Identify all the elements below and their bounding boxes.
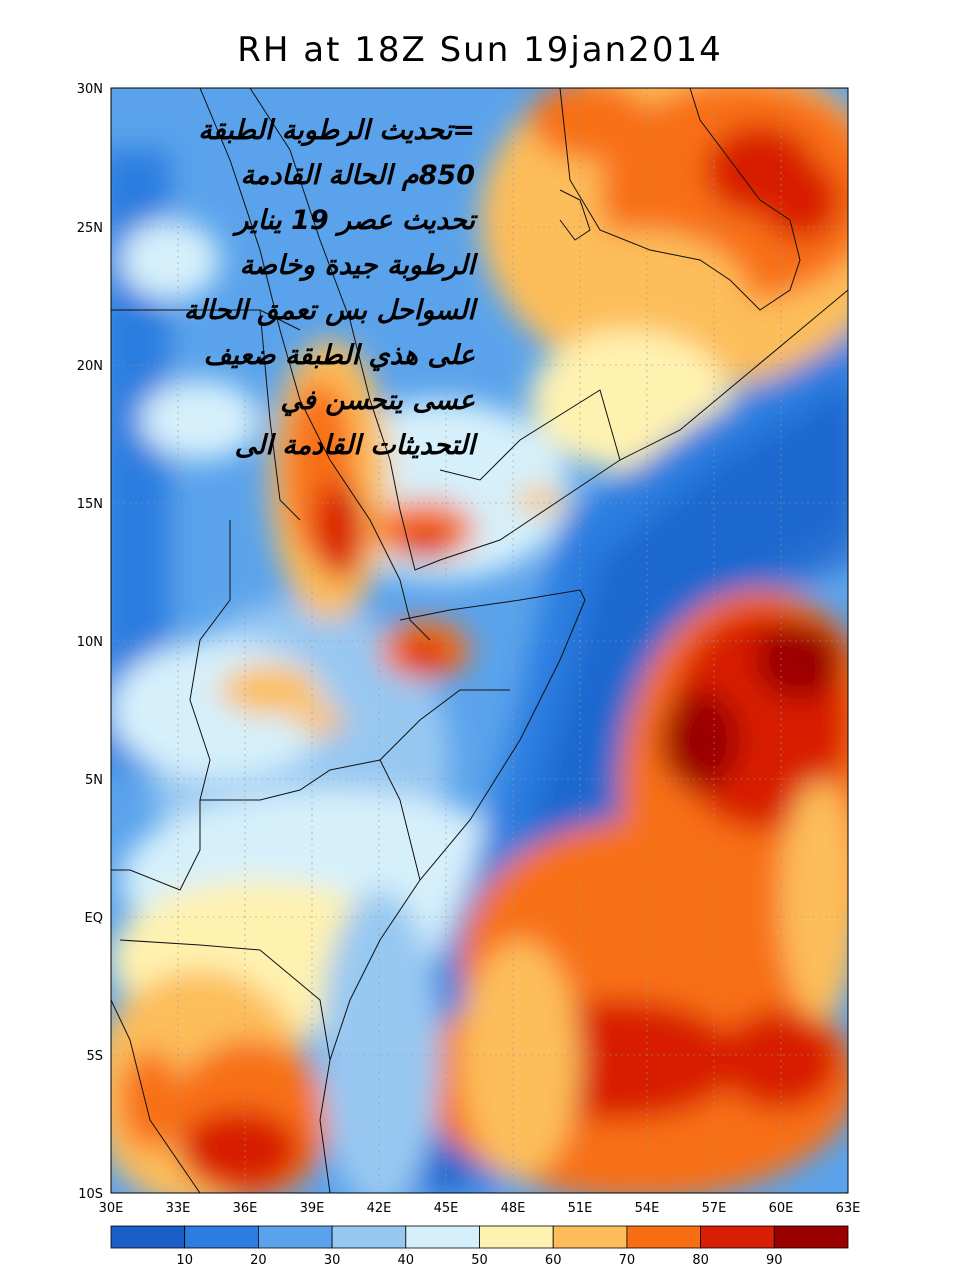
lat-label: 30N [77,82,103,97]
lon-label: 63E [836,1201,861,1216]
lat-label: 5N [85,773,103,788]
lat-label: 10N [77,635,103,650]
colorbar-tick-label: 70 [619,1253,636,1268]
lon-label: 60E [769,1201,794,1216]
lat-label: 15N [77,497,103,512]
annotation-line: 850م الحالة القادمة [240,160,475,191]
lon-label: 54E [635,1201,660,1216]
arabic-annotation: =تحديث الرطوبة الطبقة 850م الحالة القادم… [175,108,475,468]
lon-label: 45E [434,1201,459,1216]
colorbar-swatch [700,1225,775,1249]
lon-label: 42E [367,1201,392,1216]
colorbar-tick-label: 50 [471,1253,488,1268]
annotation-line: على هذي الطبقة ضعيف [203,340,475,371]
colorbar-swatch [257,1225,333,1249]
lon-label: 39E [300,1201,325,1216]
lon-label: 57E [702,1201,727,1216]
colorbar-tick-label: 20 [250,1253,267,1268]
colorbar-swatch [479,1225,554,1249]
lat-label: 25N [77,221,103,236]
annotation-line: تحديث عصر 19 يناير [235,205,475,236]
lat-label: 20N [77,359,103,374]
colorbar-tick-label: 10 [176,1253,193,1268]
colorbar-swatch [626,1225,702,1249]
lat-axis: 30N 25N 20N 15N 10N 5N EQ 5S 10S [77,82,103,1202]
lon-axis: 30E 33E 36E 39E 42E 45E 48E 51E 54E 57E … [99,1201,861,1216]
colorbar-swatch [405,1225,480,1249]
colorbar-swatch [773,1225,849,1249]
lon-label: 48E [501,1201,526,1216]
colorbar: 10 20 30 40 50 60 70 80 90 [110,1225,849,1268]
lat-label: EQ [85,911,103,926]
colorbar-tick-label: 80 [692,1253,709,1268]
colorbar-tick-label: 30 [324,1253,341,1268]
gridlines [111,88,848,1193]
colorbar-swatch [552,1225,628,1249]
map-frame [110,87,849,1194]
map-title: RH at 18Z Sun 19jan2014 [237,30,723,70]
lon-label: 36E [233,1201,258,1216]
annotation-line: عسى يتحسن في [280,385,475,416]
rh-field [111,88,848,1193]
annotation-line: =تحديث الرطوبة الطبقة [198,115,475,146]
colorbar-swatch [331,1225,407,1249]
annotation-line: الرطوبة جيدة وخاصة [239,250,475,281]
lat-label: 5S [86,1049,103,1064]
colorbar-tick-label: 40 [398,1253,415,1268]
coastlines [111,88,848,1193]
lon-label: 51E [568,1201,593,1216]
annotation-line: التحديثات القادمة الى [234,430,475,461]
annotation-line: السواحل بس تعمق الحالة [183,295,475,326]
colorbar-tick-label: 90 [766,1253,783,1268]
colorbar-swatch [110,1225,186,1249]
lon-label: 30E [99,1201,124,1216]
lon-label: 33E [166,1201,191,1216]
lat-label: 10S [78,1187,103,1202]
colorbar-tick-label: 60 [545,1253,562,1268]
colorbar-swatch [184,1225,259,1249]
